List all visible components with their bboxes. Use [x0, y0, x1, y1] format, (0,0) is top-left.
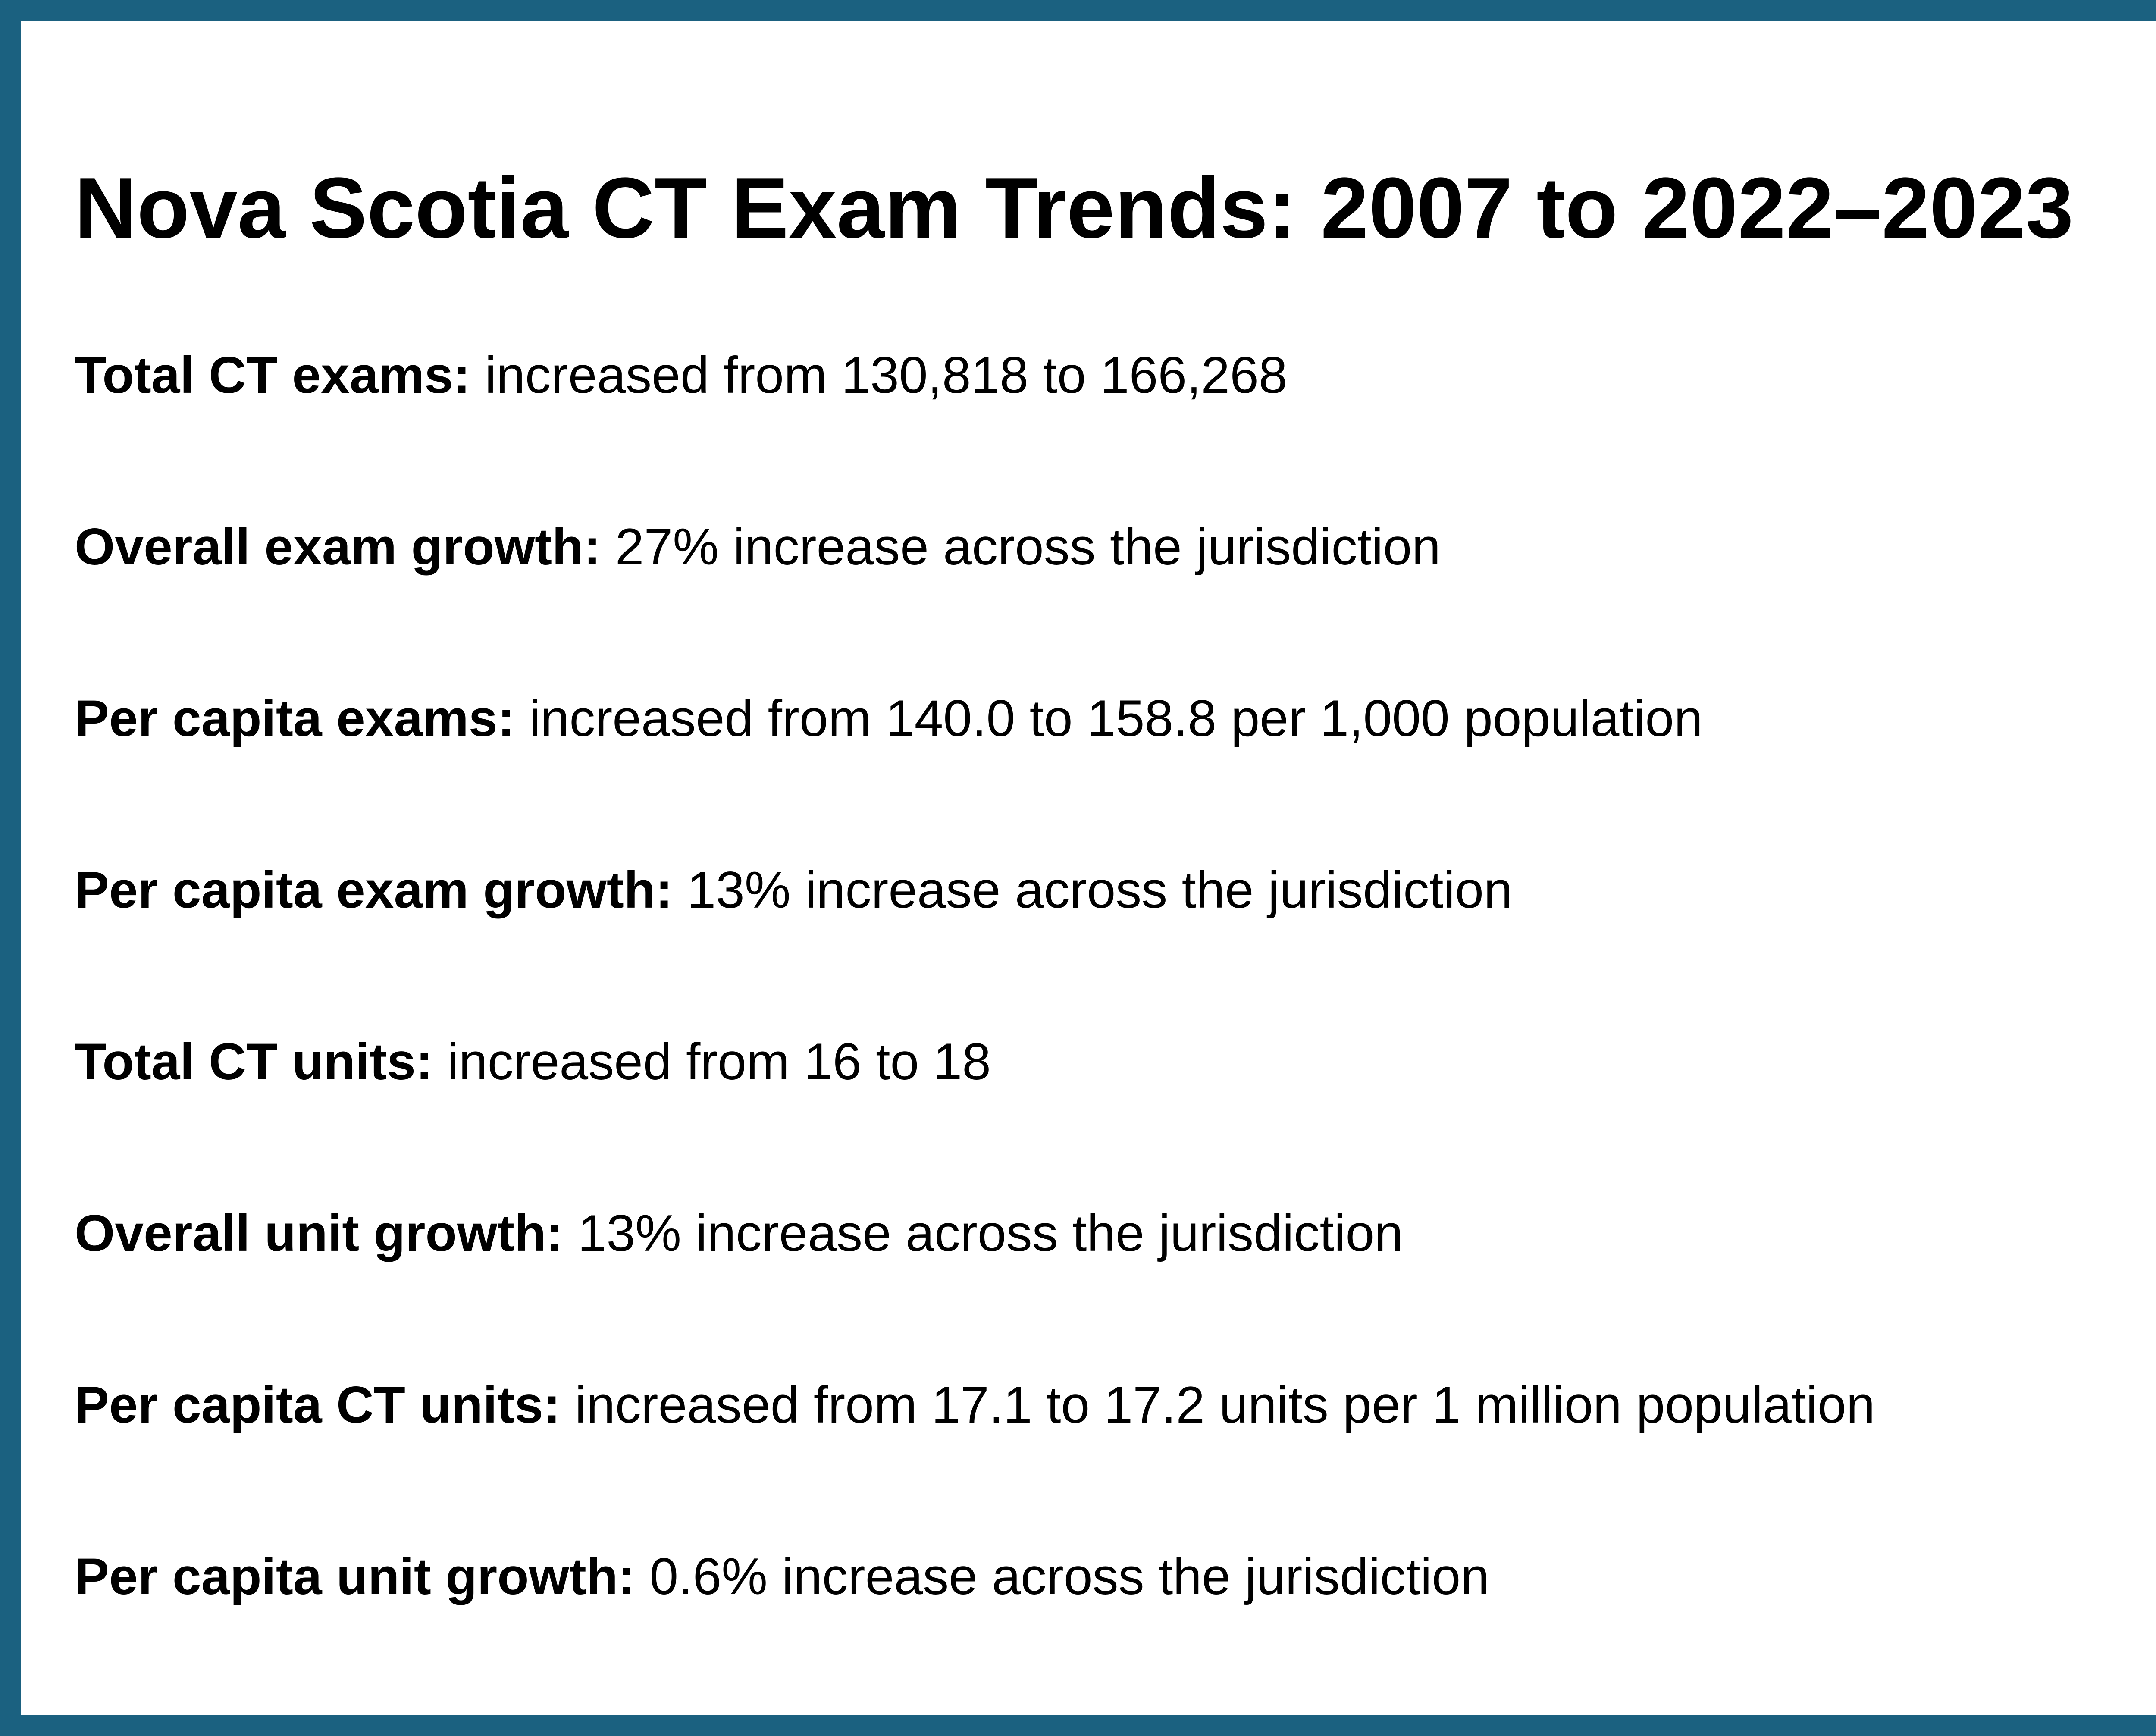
stat-line-overall-exam-growth: Overall exam growth: 27% increase across…: [75, 516, 2156, 578]
stat-line-overall-unit-growth: Overall unit growth: 13% increase across…: [75, 1202, 2156, 1264]
stat-line-per-capita-exam-growth: Per capita exam growth: 13% increase acr…: [75, 859, 2156, 921]
page-title: Nova Scotia CT Exam Trends: 2007 to 2022…: [75, 160, 2074, 256]
stat-value: increased from 140.0 to 158.8 per 1,000 …: [529, 689, 1703, 747]
stat-value: 13% increase across the jurisdiction: [577, 1204, 1403, 1262]
stat-label: Total CT units:: [75, 1033, 433, 1090]
stat-value: 13% increase across the jurisdiction: [687, 861, 1513, 919]
stat-line-total-ct-units: Total CT units: increased from 16 to 18: [75, 1031, 2156, 1093]
stat-label: Per capita exam growth:: [75, 861, 673, 919]
stat-line-total-ct-exams: Total CT exams: increased from 130,818 t…: [75, 344, 2156, 406]
stat-label: Per capita unit growth:: [75, 1548, 636, 1605]
stat-label: Per capita CT units:: [75, 1376, 561, 1434]
stat-label: Per capita exams:: [75, 689, 515, 747]
card-content: Nova Scotia CT Exam Trends: 2007 to 2022…: [21, 159, 2156, 1608]
stat-value: 27% increase across the jurisdiction: [615, 518, 1441, 576]
stat-value: increased from 16 to 18: [447, 1033, 991, 1090]
stat-label: Overall unit growth:: [75, 1204, 564, 1262]
stat-label: Total CT exams:: [75, 346, 470, 404]
stat-value: increased from 17.1 to 17.2 units per 1 …: [575, 1376, 1875, 1434]
stat-line-per-capita-ct-units: Per capita CT units: increased from 17.1…: [75, 1374, 2156, 1436]
stat-line-per-capita-exams: Per capita exams: increased from 140.0 t…: [75, 687, 2156, 749]
stat-value: 0.6% increase across the jurisdiction: [649, 1548, 1490, 1605]
stat-value: increased from 130,818 to 166,268: [485, 346, 1288, 404]
stat-label: Overall exam growth:: [75, 518, 601, 576]
stat-line-per-capita-unit-growth: Per capita unit growth: 0.6% increase ac…: [75, 1545, 2156, 1608]
